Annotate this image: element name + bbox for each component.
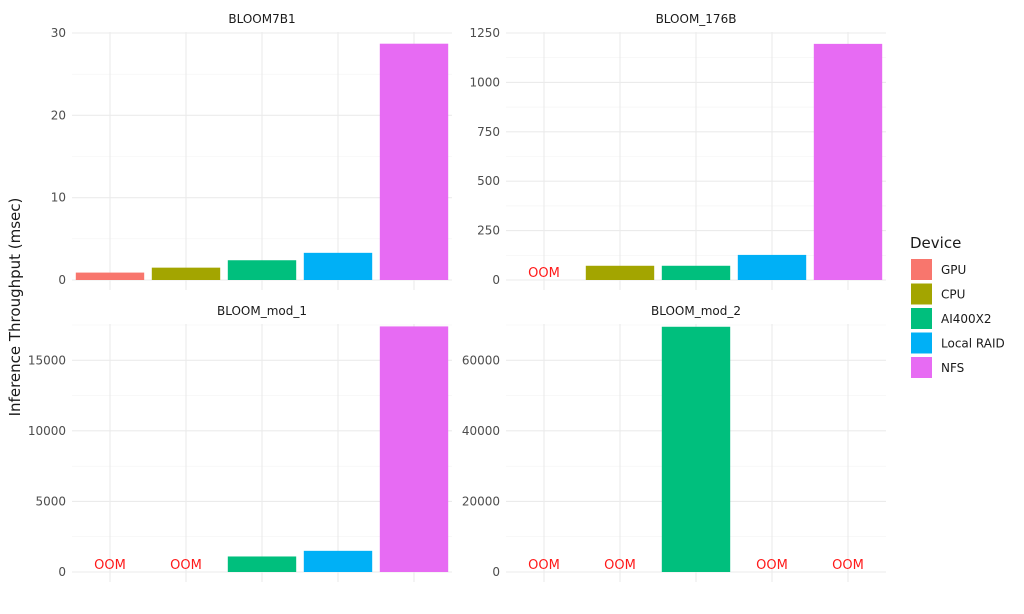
panel-title: BLOOM_mod_2 (651, 304, 741, 318)
bar-local-raid (737, 254, 807, 280)
oom-label: OOM (832, 558, 864, 573)
legend-title: Device (910, 234, 961, 252)
y-tick-label: 20000 (462, 494, 500, 508)
bar-ai400x2 (661, 326, 731, 572)
bar-ai400x2 (227, 556, 297, 572)
legend-swatch-local-raid (911, 332, 932, 354)
oom-label: OOM (528, 266, 560, 281)
legend-label: AI400X2 (941, 312, 992, 326)
panel-title: BLOOM_176B (656, 12, 737, 26)
y-tick-label: 750 (477, 125, 500, 139)
chart-panels: 0 10 20 30 BLOOM7B1 0 250 500 750 1000 1250 OOM BLOO… (28, 12, 886, 582)
legend-label: CPU (941, 288, 965, 302)
y-tick-label: 250 (477, 224, 500, 238)
oom-label: OOM (756, 558, 788, 573)
bar-gpu (75, 272, 145, 280)
y-tick-label: 40000 (462, 424, 500, 438)
y-tick-label: 500 (477, 174, 500, 188)
panel-bloom-mod-2: 0 20000 40000 60000 OOM OOM OOM OOM BLOOM_mod_2 (462, 304, 886, 582)
y-tick-label: 20 (51, 108, 66, 122)
oom-label: OOM (528, 558, 560, 573)
oom-label: OOM (170, 558, 202, 573)
legend-label: Local RAID (941, 337, 1005, 351)
y-tick-label: 0 (58, 565, 66, 579)
y-tick-label: 60000 (462, 353, 500, 367)
y-tick-label: 1250 (469, 26, 500, 40)
legend-swatch-gpu (911, 259, 932, 280)
oom-label: OOM (94, 558, 126, 573)
bar-ai400x2 (227, 260, 297, 280)
y-tick-label: 30 (51, 26, 66, 40)
y-tick-label: 10000 (28, 424, 66, 438)
bar-local-raid (303, 550, 373, 572)
y-tick-label: 0 (492, 565, 500, 579)
y-tick-label: 0 (492, 273, 500, 287)
panel-bloom-176b: 0 250 500 750 1000 1250 OOM BLOOM_176B (469, 12, 886, 290)
legend-label: NFS (941, 361, 964, 375)
legend: GPU CPU AI400X2 Local RAID NFS (911, 259, 1005, 378)
bar-nfs (379, 43, 449, 280)
y-axis-label: Inference Throughput (msec) (6, 198, 24, 417)
y-tick-label: 15000 (28, 353, 66, 367)
panel-title: BLOOM7B1 (228, 12, 295, 26)
bar-ai400x2 (661, 265, 731, 280)
legend-swatch-ai400x2 (911, 308, 932, 329)
legend-swatch-nfs (911, 357, 932, 378)
panel-bloom7b1: 0 10 20 30 BLOOM7B1 (51, 12, 452, 290)
bar-nfs (379, 326, 449, 572)
y-tick-label: 1000 (469, 75, 500, 89)
legend-label: GPU (941, 263, 966, 277)
panel-title: BLOOM_mod_1 (217, 304, 307, 318)
bar-cpu (585, 265, 655, 280)
panel-bloom-mod-1: 0 5000 10000 15000 OOM OOM BLOOM_mod_1 (28, 304, 452, 582)
bar-local-raid (303, 252, 373, 280)
oom-label: OOM (604, 558, 636, 573)
bar-nfs (813, 43, 883, 281)
legend-swatch-cpu (911, 283, 932, 305)
y-tick-label: 0 (58, 273, 66, 287)
y-tick-label: 10 (51, 191, 66, 205)
bar-cpu (151, 267, 221, 280)
y-tick-label: 5000 (35, 494, 66, 508)
